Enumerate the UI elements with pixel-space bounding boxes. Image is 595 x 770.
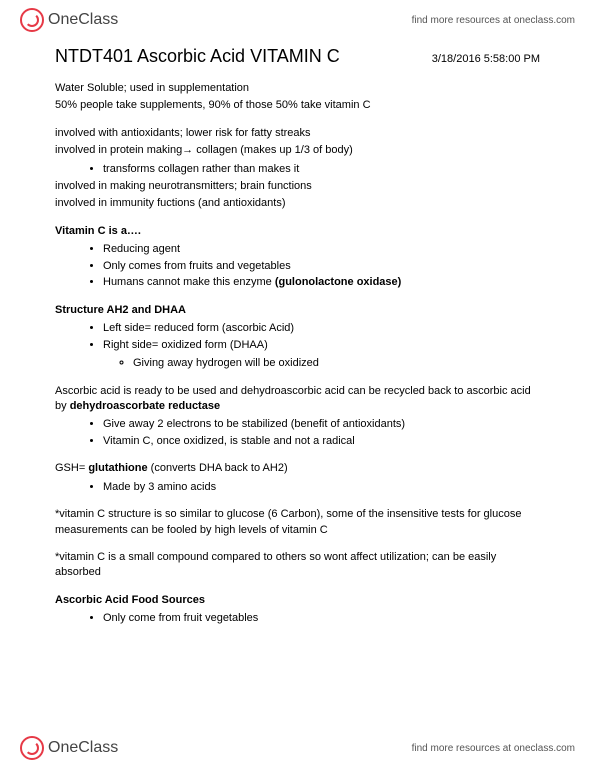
vitc-b3-text: Humans cannot make this enzyme <box>103 276 275 288</box>
recycle-bullet-2: Vitamin C, once oxidized, is stable and … <box>103 433 540 450</box>
footer-brand-logo: OneClass <box>20 736 118 760</box>
footer-resources-link[interactable]: find more resources at oneclass.com <box>412 743 575 754</box>
page-header: OneClass find more resources at oneclass… <box>0 0 595 36</box>
structure-heading: Structure AH2 and DHAA <box>55 303 540 318</box>
involved-list: transforms collagen rather than makes it <box>55 161 540 178</box>
vitc-bullet-1: Reducing agent <box>103 241 540 258</box>
intro-line-2: 50% people take supplements, 90% of thos… <box>55 98 540 113</box>
vitc-list: Reducing agent Only comes from fruits an… <box>55 241 540 291</box>
food-list: Only come from fruit vegetables <box>55 610 540 627</box>
involved-line-3: involved in making neurotransmitters; br… <box>55 179 540 194</box>
brand-logo: OneClass <box>20 8 118 32</box>
involved-bullet-1: transforms collagen rather than makes it <box>103 161 540 178</box>
food-bullet-1: Only come from fruit vegetables <box>103 610 540 627</box>
document-title: NTDT401 Ascorbic Acid VITAMIN C <box>55 46 340 67</box>
logo-icon <box>20 8 44 32</box>
document-content: NTDT401 Ascorbic Acid VITAMIN C 3/18/201… <box>0 36 595 639</box>
brand-name: OneClass <box>48 11 118 29</box>
food-heading: Ascorbic Acid Food Sources <box>55 593 540 608</box>
involved-line-2: involved in protein making→ collagen (ma… <box>55 143 540 158</box>
gsh-bold: glutathione <box>88 462 147 474</box>
intro-line-1: Water Soluble; used in supplementation <box>55 81 540 96</box>
title-row: NTDT401 Ascorbic Acid VITAMIN C 3/18/201… <box>55 46 540 67</box>
recycle-bold: dehydroascorbate reductase <box>70 400 220 412</box>
document-timestamp: 3/18/2016 5:58:00 PM <box>432 53 540 65</box>
recycle-para: Ascorbic acid is ready to be used and de… <box>55 384 540 415</box>
footer-brand-name: OneClass <box>48 739 118 757</box>
gsh-list: Made by 3 amino acids <box>55 479 540 496</box>
structure-sub-1: Giving away hydrogen will be oxidized <box>133 355 540 372</box>
gsh-post: (converts DHA back to AH2) <box>148 462 288 474</box>
header-resources-link[interactable]: find more resources at oneclass.com <box>412 15 575 26</box>
gsh-pre: GSH= <box>55 462 88 474</box>
structure-sublist: Giving away hydrogen will be oxidized <box>103 355 540 372</box>
involved-line-1: involved with antioxidants; lower risk f… <box>55 126 540 141</box>
vitc-bullet-3: Humans cannot make this enzyme (gulonola… <box>103 274 540 291</box>
vitc-heading: Vitamin C is a…. <box>55 224 540 239</box>
gsh-bullet-1: Made by 3 amino acids <box>103 479 540 496</box>
structure-bullet-2: Right side= oxidized form (DHAA) Giving … <box>103 337 540 372</box>
vitc-b3-bold: (gulonolactone oxidase) <box>275 276 402 288</box>
vitc-bullet-2: Only comes from fruits and vegetables <box>103 258 540 275</box>
structure-list: Left side= reduced form (ascorbic Acid) … <box>55 320 540 372</box>
recycle-bullet-1: Give away 2 electrons to be stabilized (… <box>103 416 540 433</box>
gsh-para: GSH= glutathione (converts DHA back to A… <box>55 461 540 476</box>
note-1: *vitamin C structure is so similar to gl… <box>55 507 540 538</box>
recycle-list: Give away 2 electrons to be stabilized (… <box>55 416 540 449</box>
page-footer: OneClass find more resources at oneclass… <box>0 732 595 764</box>
structure-b2-text: Right side= oxidized form (DHAA) <box>103 339 268 351</box>
footer-logo-icon <box>20 736 44 760</box>
involved-line-4: involved in immunity fuctions (and antio… <box>55 196 540 211</box>
structure-bullet-1: Left side= reduced form (ascorbic Acid) <box>103 320 540 337</box>
note-2: *vitamin C is a small compound compared … <box>55 550 540 581</box>
